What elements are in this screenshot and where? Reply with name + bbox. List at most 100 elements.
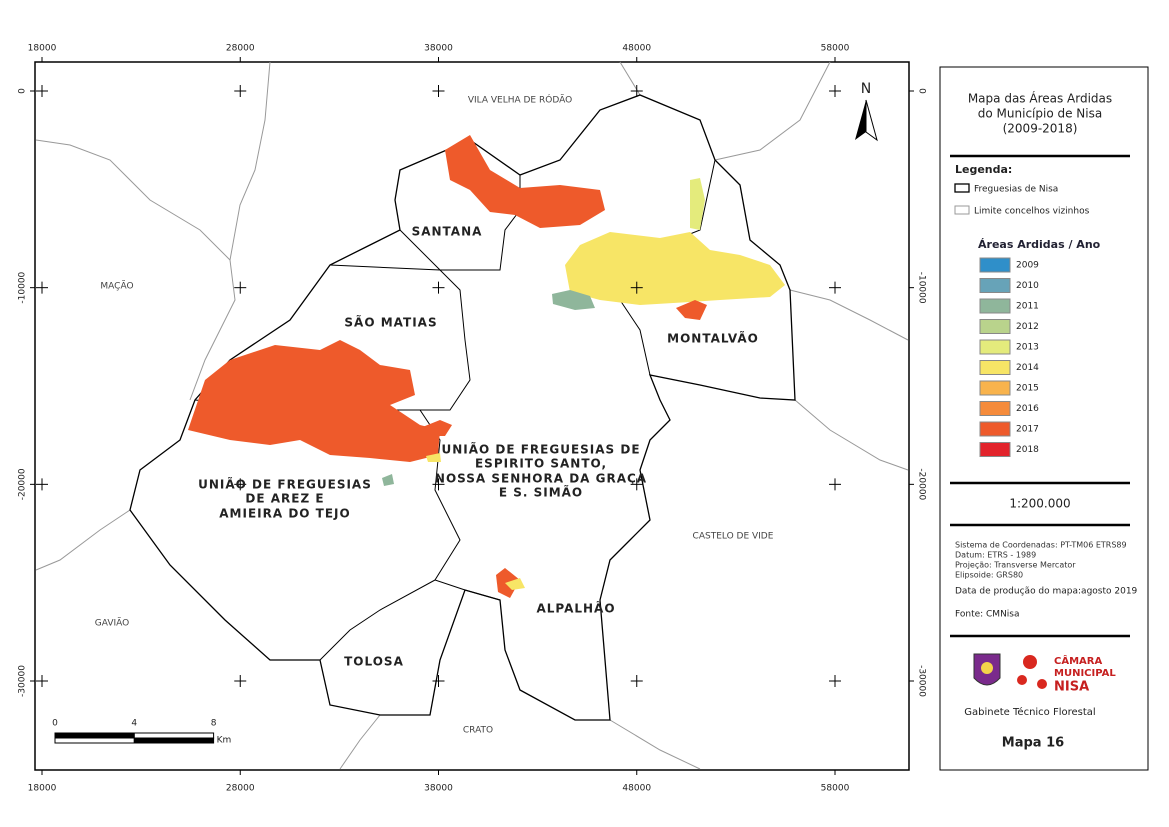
neighbor-line [35,139,231,261]
scale-label: 8 [211,719,217,729]
y-grid-label: 0 [917,88,927,94]
neighbor-name: CRATO [463,726,493,736]
scale-unit: Km [217,736,232,746]
year-label: 2018 [1016,445,1039,455]
year-label: 2017 [1016,425,1039,435]
year-swatch [979,380,1011,396]
parish-line [464,589,501,601]
metadata: Projeção: Transverse Mercator [955,561,1076,570]
legend-item: Freguesias de Nisa [974,185,1058,195]
scale-segment [54,737,135,744]
x-grid-label: 28000 [226,784,255,794]
year-swatch [979,298,1011,314]
parish-name: AMIEIRA DO TEJO [219,507,350,521]
metadata: Datum: ETRS - 1989 [955,551,1036,560]
department: Gabinete Técnico Florestal [964,706,1095,718]
source: Fonte: CMNisa [955,610,1020,620]
burned-area [565,232,785,305]
year-label: 2015 [1016,384,1039,394]
logo-flower [1017,675,1027,685]
neighbor-name: GAVIÃO [95,618,129,629]
year-swatch [979,257,1011,273]
scale-bar: 0 4 8Km [52,719,231,746]
metadata: Elipsoide: GRS80 [955,571,1023,580]
metadata: Sistema de Coordenadas: PT-TM06 ETRS89 [955,541,1127,550]
neighbor-line [789,289,909,341]
y-grid-label: -20000 [917,468,927,500]
parish-name: SÃO MATIAS [344,315,437,330]
burned-area [382,474,394,486]
areas-heading: Áreas Ardidas / Ano [978,238,1101,251]
year-swatch [979,278,1011,293]
y-grid-label: -30000 [917,665,927,697]
year-label: 2011 [1016,302,1039,312]
y-grid-label: -20000 [18,468,28,500]
scale-segment [133,737,215,744]
parish-name: SANTANA [412,225,483,239]
north-arrow [865,99,878,142]
scale-label: 4 [131,719,137,729]
x-grid-label: 38000 [424,44,453,54]
x-grid-label: 58000 [821,784,850,794]
legend-heading: Legenda: [955,163,1012,176]
burned-area [426,453,441,462]
production-date: Data de produção do mapa:agosto 2019 [955,587,1138,597]
grid: 1800018000280002800038000380004800048000… [18,44,927,794]
year-swatch [979,442,1011,457]
logo-text: MUNICIPAL [1054,668,1116,679]
year-swatch [979,360,1011,375]
logo-flower [1023,655,1037,669]
neighbor-name: VILA VELHA DE RÓDÃO [468,94,572,106]
parish-name: TOLOSA [344,655,404,669]
neighbor-name: CASTELO DE VIDE [693,532,774,542]
year-label: 2012 [1016,322,1039,332]
neighbor-name: MAÇÃO [100,281,133,292]
coat-of-arms-detail [981,662,993,674]
x-grid-label: 58000 [821,44,850,54]
neighbor-line [35,509,131,571]
x-grid-label: 18000 [28,784,57,794]
parish-name: NOSSA SENHORA DA GRAÇA [435,472,647,486]
legend-panel: Mapa das Áreas Ardidas do Município de N… [939,66,1149,771]
neighbor-line [339,714,381,770]
x-grid-label: 18000 [28,44,57,54]
year-swatch [979,339,1011,355]
year-label: 2009 [1016,261,1039,271]
year-swatch [979,319,1011,334]
parish-name: UNIÃO DE FREGUESIAS [198,477,372,492]
legend-item: Limite concelhos vizinhos [974,207,1090,217]
y-grid-label: -30000 [18,665,28,697]
logo-text: NISA [1054,680,1089,695]
legend-box [954,205,970,215]
north-label: N [861,81,871,97]
burned-areas [188,135,785,598]
neighbor-line [714,61,831,161]
north-arrow [855,100,866,140]
neighbor-line [794,399,909,471]
legend-box [954,183,970,193]
parish-line [319,579,436,661]
map-number: Mapa 16 [1002,736,1064,751]
panel-title: Mapa das Áreas Ardidas [968,91,1112,106]
parish-name: ESPIRITO SANTO, [475,457,607,471]
neighbor-line [189,61,271,401]
year-label: 2016 [1016,404,1039,414]
y-grid-label: -10000 [18,271,28,303]
burned-area [188,340,440,462]
x-grid-label: 28000 [226,44,255,54]
scale-label: 0 [52,719,58,729]
parish-name: E S. SIMÃO [499,485,583,500]
logo-text: CÂMARA [1054,654,1102,667]
burned-area [690,178,705,230]
year-legend: 2009 2010 2011 2012 2013 2014 2015 2016 2017 2018 [979,257,1039,457]
y-grid-label: -10000 [917,272,927,304]
year-label: 2013 [1016,343,1039,353]
burned-area [445,135,605,228]
burned-area [420,420,452,436]
logo-flowers [1017,655,1047,689]
year-label: 2014 [1016,363,1039,373]
x-grid-label: 38000 [424,784,453,794]
year-label: 2010 [1016,281,1039,291]
burned-area [676,300,707,320]
